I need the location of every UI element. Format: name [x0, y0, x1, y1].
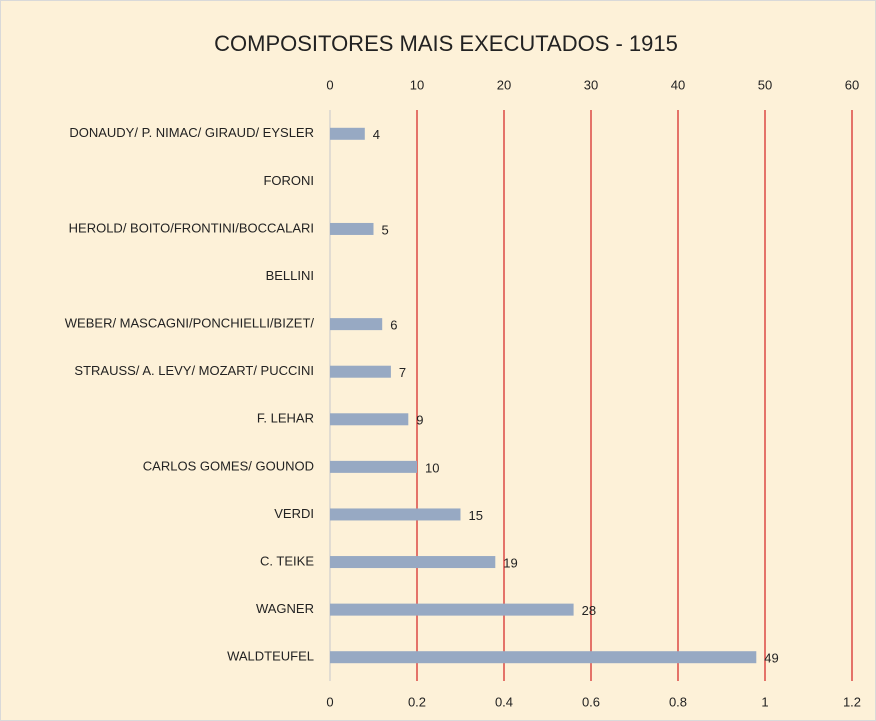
x-tick-label: 60 — [845, 77, 859, 92]
bar — [330, 413, 409, 426]
data-label: 5 — [382, 222, 389, 237]
bar — [330, 127, 365, 140]
data-label: 49 — [764, 651, 778, 666]
y-tick-label: WAGNER — [256, 601, 314, 616]
chart-title: COMPOSITORES MAIS EXECUTADOS - 1915 — [214, 31, 678, 56]
data-label: 9 — [416, 413, 423, 428]
x-tick-label: 10 — [410, 77, 424, 92]
y-tick-label: STRAUSS/ A. LEVY/ MOZART/ PUCCINI — [74, 363, 314, 378]
x2-tick-label: 0 — [326, 694, 333, 709]
y-tick-label: FORONI — [263, 173, 314, 188]
y-tick-label: VERDI — [274, 506, 314, 521]
data-label: 6 — [390, 318, 397, 333]
x2-tick-label: 1.2 — [843, 694, 861, 709]
x2-tick-label: 0.4 — [495, 694, 513, 709]
x2-tick-label: 0.6 — [582, 694, 600, 709]
data-label: 7 — [399, 365, 406, 380]
x2-tick-label: 0.8 — [669, 694, 687, 709]
data-label: 4 — [373, 127, 380, 142]
y-tick-label: WEBER/ MASCAGNI/PONCHIELLI/BIZET/ — [65, 316, 315, 331]
bar — [330, 556, 496, 569]
bar — [330, 365, 391, 378]
x-tick-label: 40 — [671, 77, 685, 92]
y-tick-label: HEROLD/ BOITO/FRONTINI/BOCCALARI — [69, 220, 314, 235]
y-tick-label: BELLINI — [266, 268, 314, 283]
y-tick-label: F. LEHAR — [257, 411, 314, 426]
y-tick-label: CARLOS GOMES/ GOUNOD — [143, 458, 314, 473]
bar — [330, 603, 574, 616]
x-tick-label: 20 — [497, 77, 511, 92]
bar — [330, 222, 374, 235]
bar — [330, 318, 383, 331]
x-tick-label: 0 — [326, 77, 333, 92]
data-label: 19 — [503, 555, 517, 570]
data-label: 28 — [582, 603, 596, 618]
bar — [330, 460, 417, 473]
x-tick-label: 30 — [584, 77, 598, 92]
bar — [330, 508, 461, 521]
data-label: 10 — [425, 460, 439, 475]
bar — [330, 651, 757, 664]
y-tick-label: DONAUDY/ P. NIMAC/ GIRAUD/ EYSLER — [69, 125, 314, 140]
y-tick-label: C. TEIKE — [260, 553, 314, 568]
data-label: 15 — [469, 508, 483, 523]
x2-tick-label: 1 — [761, 694, 768, 709]
x2-tick-label: 0.2 — [408, 694, 426, 709]
x-tick-label: 50 — [758, 77, 772, 92]
y-tick-label: WALDTEUFEL — [227, 649, 314, 664]
